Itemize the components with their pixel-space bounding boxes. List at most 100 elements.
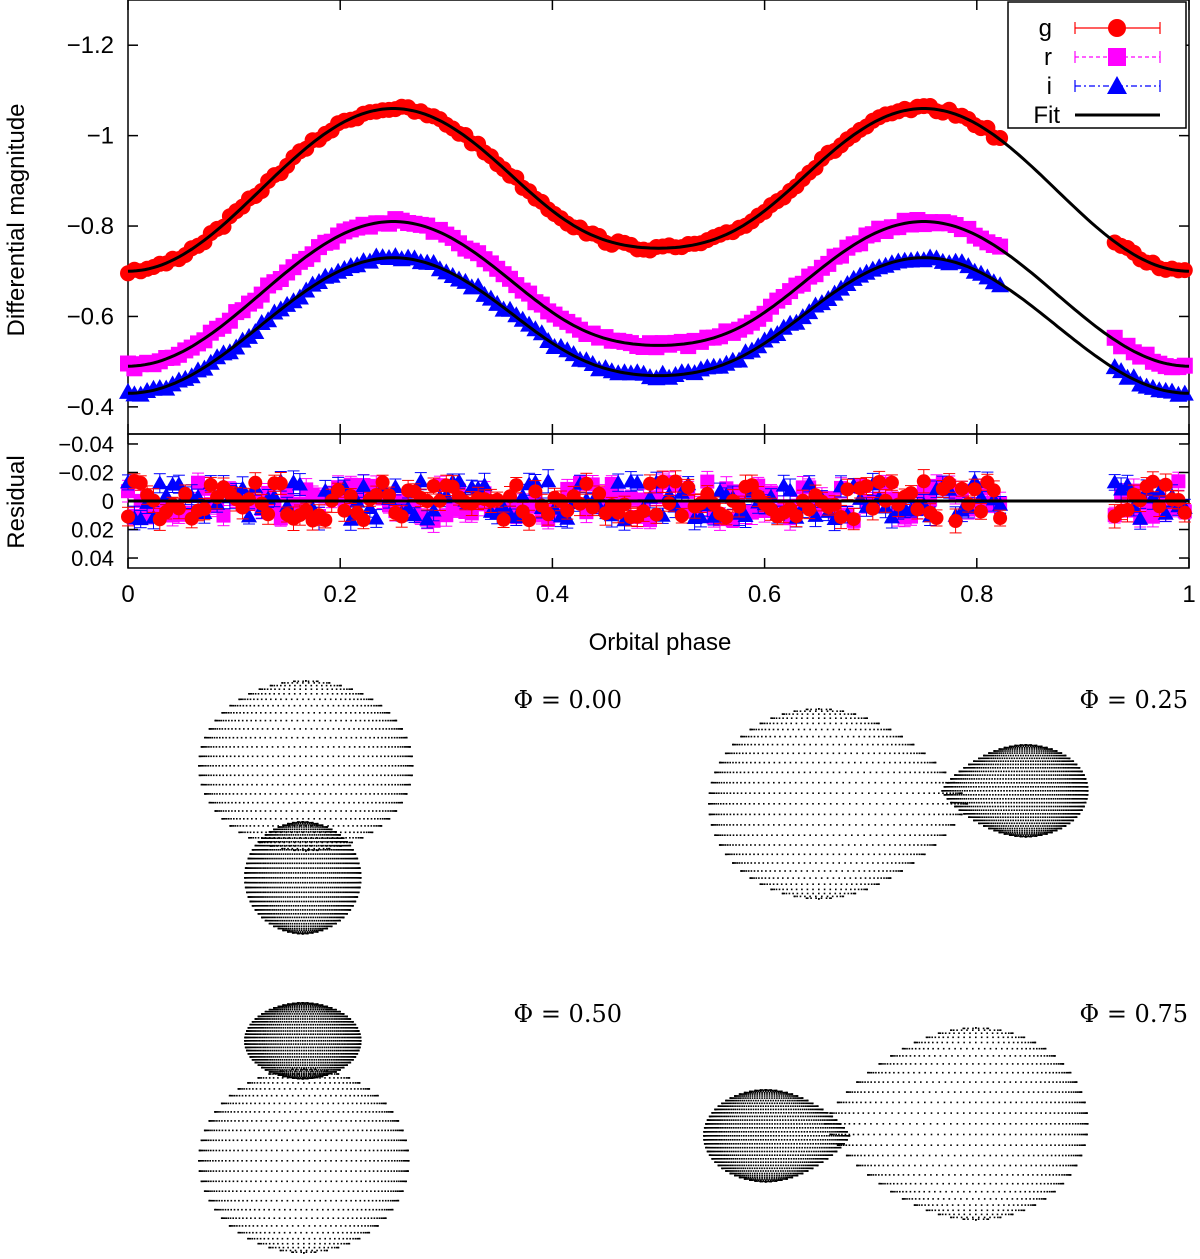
mesh-dot <box>379 712 382 714</box>
mesh-dot <box>332 704 335 707</box>
mesh-dot <box>298 867 301 869</box>
mesh-dot <box>395 801 398 804</box>
mesh-dot <box>399 746 402 748</box>
mesh-dot <box>265 877 267 879</box>
mesh-dot <box>344 867 346 869</box>
mesh-dot <box>324 905 326 907</box>
mesh-dot <box>318 736 321 739</box>
mesh-dot <box>406 774 408 777</box>
mesh-dot <box>348 755 350 758</box>
mesh-dot <box>229 746 231 748</box>
mesh-dot <box>287 831 289 833</box>
mesh-dot <box>280 834 282 836</box>
mesh-dot <box>236 712 238 714</box>
mesh-dot <box>259 891 262 894</box>
mesh-dot <box>340 793 342 795</box>
mesh-dot <box>273 849 276 851</box>
residual-point-r <box>1171 474 1186 489</box>
mesh-dot <box>253 881 255 884</box>
residual-point-g <box>802 502 817 517</box>
mesh-dot <box>269 818 272 820</box>
mesh-dot <box>403 746 406 748</box>
mesh-dot <box>380 746 383 748</box>
mesh-dot <box>328 682 331 684</box>
mesh-dot <box>302 719 304 722</box>
mesh-dot <box>302 698 304 701</box>
residual-point-i <box>361 500 378 514</box>
mesh-dot <box>249 793 252 795</box>
mesh-dot <box>284 891 287 894</box>
mesh-dot <box>288 688 291 690</box>
residual-point-r <box>216 508 231 523</box>
mesh-dot <box>351 891 353 894</box>
mesh-dot <box>395 719 398 722</box>
mesh-dot <box>277 746 279 748</box>
residual-point-i <box>737 508 754 522</box>
mesh-dot <box>210 746 212 748</box>
series-r <box>120 211 1193 377</box>
residual-point-g <box>261 507 276 522</box>
mesh-dot <box>396 793 398 795</box>
mesh-dot <box>256 774 259 777</box>
mesh-dot <box>326 909 328 911</box>
mesh-dot <box>233 746 235 748</box>
mesh-dot <box>268 844 270 847</box>
mesh-dot <box>241 719 244 722</box>
mesh-dot <box>310 693 313 695</box>
mesh-dot <box>348 688 350 690</box>
mesh-dot <box>252 837 254 839</box>
mesh-dot <box>316 831 319 833</box>
residual-point-i <box>992 496 1009 511</box>
mesh-dot <box>219 793 221 795</box>
mesh-dot <box>406 746 409 748</box>
mesh-dot <box>257 872 259 874</box>
mesh-dot <box>254 881 256 884</box>
mesh-dot <box>305 728 307 730</box>
mesh-dot <box>373 736 375 739</box>
mesh-dot <box>403 793 406 795</box>
mesh-dot <box>306 822 309 825</box>
mesh-dot <box>257 900 260 903</box>
mesh-dot <box>278 831 280 833</box>
mesh-dot <box>332 765 335 767</box>
mesh-dot <box>225 746 228 748</box>
mesh-dot <box>321 857 324 860</box>
mesh-dot <box>347 900 349 903</box>
mesh-dot <box>349 896 351 898</box>
mesh-dot <box>359 712 361 714</box>
mesh-dot <box>220 719 223 722</box>
mesh-dot <box>279 872 281 874</box>
mesh-dot <box>330 849 332 851</box>
mesh-dot <box>272 900 274 903</box>
mesh-dot <box>375 825 377 827</box>
mesh-dot <box>248 872 251 874</box>
mesh-dot <box>360 736 362 739</box>
mesh-dot <box>304 881 306 884</box>
x-tick-label: 0 <box>121 581 134 608</box>
mesh-dot <box>267 913 270 915</box>
mesh-dot <box>225 783 228 786</box>
mesh-dot <box>402 765 405 767</box>
mesh-dot <box>288 746 290 748</box>
mesh-dot <box>209 728 211 730</box>
mesh-dot <box>288 783 290 786</box>
mesh-dot <box>280 826 282 828</box>
mesh-dot <box>258 867 260 869</box>
mesh-dot <box>318 719 321 722</box>
mesh-dot <box>250 886 253 889</box>
mesh-dot <box>312 857 315 860</box>
mesh-dot <box>313 793 315 795</box>
mesh-dot <box>384 712 386 714</box>
mesh-dot <box>342 841 345 843</box>
mesh-dot <box>293 828 296 831</box>
mesh-dot <box>330 862 332 865</box>
mesh-dot <box>299 821 302 824</box>
mesh-dot <box>272 825 274 827</box>
mesh-dot <box>391 755 393 758</box>
mesh-dot <box>228 810 230 812</box>
mesh-dot <box>353 783 356 786</box>
mesh-dot <box>260 831 263 834</box>
mesh-dot <box>274 913 276 915</box>
mesh-dot <box>216 736 218 739</box>
mesh-dot <box>249 862 252 865</box>
